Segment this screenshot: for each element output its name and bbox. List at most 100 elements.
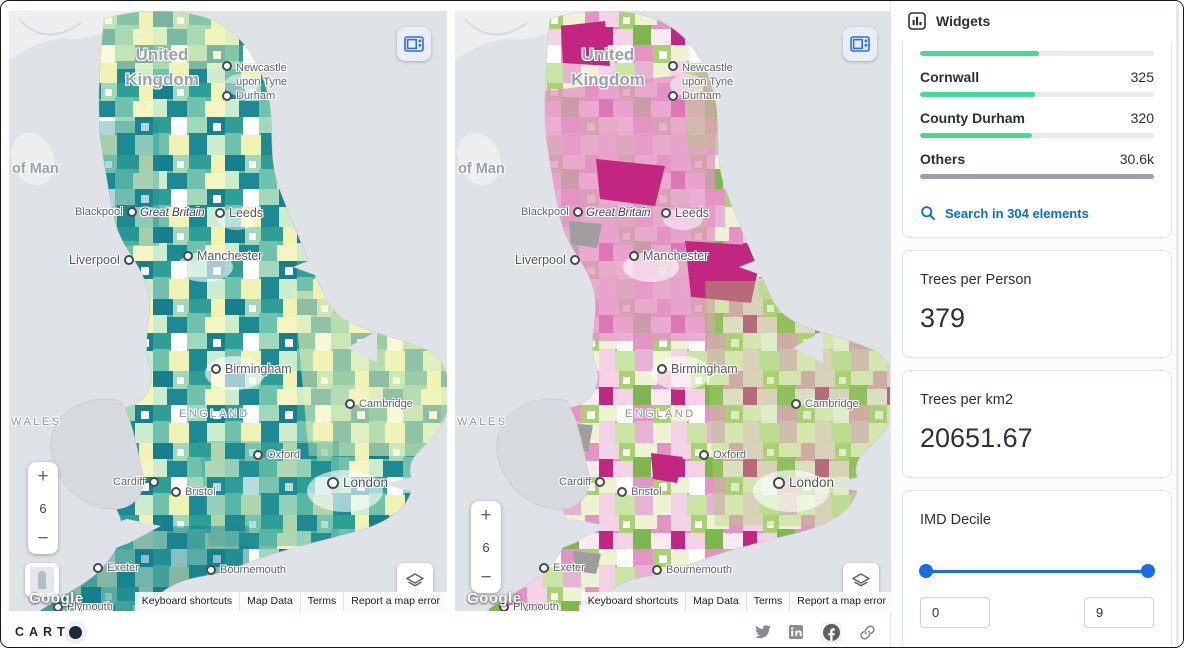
map-label-manchester: Manchester — [629, 249, 708, 263]
category-widget-card: Cornwall 325 County Durham 320 Others — [902, 41, 1172, 238]
map-label-blackpool: Blackpool — [521, 206, 583, 218]
city-marker — [222, 61, 232, 71]
range-widget-imd-decile: IMD Decile — [902, 490, 1172, 647]
layers-icon — [852, 573, 870, 587]
zoom-in-button[interactable]: + — [480, 505, 492, 526]
widget-title: IMD Decile — [920, 512, 991, 528]
keyboard-shortcuts-link[interactable]: Keyboard shortcuts — [134, 592, 240, 611]
zoom-in-button[interactable]: + — [37, 466, 49, 487]
search-icon — [921, 206, 936, 221]
range-slider[interactable] — [919, 564, 1155, 578]
linkedin-icon[interactable] — [788, 624, 804, 640]
map-label-leeds: Leeds — [215, 206, 263, 220]
zoom-control: + 6 − — [28, 462, 58, 554]
map-label-blackpool: Blackpool — [75, 206, 137, 218]
map-label-country: United Kingdom — [125, 45, 199, 89]
widget-value: 379 — [920, 303, 966, 333]
map-label-exeter: Exeter — [539, 562, 585, 574]
category-bar — [920, 174, 1154, 179]
map-label-birmingham: Birmingham — [211, 362, 292, 376]
category-value: 325 — [1130, 69, 1154, 85]
terms-link[interactable]: Terms — [746, 592, 790, 611]
map-label-plymouth: Plymouth — [499, 601, 559, 611]
category-item-county-durham[interactable]: County Durham 320 — [920, 110, 1154, 138]
zoom-out-button[interactable]: − — [480, 567, 492, 588]
share-link-icon[interactable] — [859, 624, 876, 641]
split-view-button[interactable] — [397, 27, 431, 61]
split-view-button[interactable] — [843, 27, 877, 61]
map-label-london: London — [773, 475, 834, 490]
category-label: Others — [920, 151, 966, 167]
google-logo[interactable]: Google — [467, 590, 522, 607]
map-label-oxford: Oxford — [699, 449, 746, 461]
choropleth-right — [455, 11, 893, 611]
category-bar-clipped — [920, 51, 1154, 56]
map-label-plymouth: Plymouth — [53, 601, 113, 611]
category-item-others[interactable]: Others 30.6k — [920, 151, 1154, 179]
widgets-header: Widgets — [891, 1, 1183, 41]
terms-link[interactable]: Terms — [300, 592, 344, 611]
map-label-great-britain: Great Britain — [140, 207, 205, 219]
map-label-birmingham: Birmingham — [657, 362, 738, 376]
slider-track[interactable] — [922, 570, 1152, 573]
map-label-cambridge: Cambridge — [345, 398, 413, 410]
report-map-error-link[interactable]: Report a map error — [790, 592, 893, 611]
search-in-elements-link[interactable]: Search in 304 elements — [920, 205, 1154, 221]
category-label: Cornwall — [920, 69, 980, 85]
zoom-level: 6 — [482, 539, 490, 555]
map-label-bristol: Bristol — [617, 486, 662, 498]
map-attribution: Keyboard shortcuts Map Data Terms Report… — [134, 592, 447, 611]
sidebar-scrollbar[interactable] — [1176, 3, 1179, 645]
map-label-liverpool: Liverpool — [515, 253, 580, 267]
map-label-great-britain: Great Britain — [586, 207, 651, 219]
category-bar — [920, 92, 1154, 97]
keyboard-shortcuts-link[interactable]: Keyboard shortcuts — [580, 592, 686, 611]
zoom-level: 6 — [39, 500, 47, 516]
range-min-input[interactable] — [920, 597, 990, 628]
map-label-leeds: Leeds — [661, 206, 709, 220]
google-logo[interactable]: Google — [29, 590, 84, 607]
widgets-icon — [908, 12, 926, 30]
twitter-icon[interactable] — [755, 625, 771, 639]
map-attribution: Keyboard shortcuts Map Data Terms Report… — [580, 592, 893, 611]
zoom-control: + 6 − — [471, 501, 501, 593]
category-value: 320 — [1130, 110, 1154, 126]
map-data-link[interactable]: Map Data — [686, 592, 746, 611]
category-item-cornwall[interactable]: Cornwall 325 — [920, 69, 1154, 97]
footer: CART — [1, 617, 890, 647]
map-label-durham: Durham — [668, 90, 721, 102]
carto-logo-dot — [68, 625, 82, 639]
map-label-of-man: of Man — [458, 161, 505, 177]
map-label-bristol: Bristol — [171, 486, 216, 498]
map-label-england: ENGLAND — [625, 408, 696, 420]
map-left[interactable]: United Kingdom of Man Newcastle upon Tyne … — [9, 11, 447, 611]
map-label-of-man: of Man — [12, 161, 59, 177]
slider-handle-max[interactable] — [1141, 564, 1155, 578]
street-view-pegman[interactable] — [25, 563, 59, 597]
carto-logo[interactable]: CART — [15, 625, 82, 639]
widget-title: Trees per km2 — [920, 392, 1013, 408]
category-bar — [920, 133, 1154, 138]
formula-widget-trees-per-person: Trees per Person 379 — [902, 250, 1172, 358]
split-view-icon — [404, 36, 424, 52]
pegman-icon — [30, 567, 54, 593]
zoom-out-button[interactable]: − — [37, 528, 49, 549]
map-label-exeter: Exeter — [93, 562, 139, 574]
map-label-newcastle: Newcastle upon Tyne — [222, 61, 287, 89]
formula-widget-trees-per-km2: Trees per km2 20651.67 — [902, 370, 1172, 478]
map-label-manchester: Manchester — [183, 249, 262, 263]
map-right[interactable]: United Kingdom of Man Newcastle upon Tyne … — [455, 11, 893, 611]
map-label-wales: WALES — [457, 416, 508, 428]
facebook-icon[interactable] — [821, 621, 842, 643]
map-data-link[interactable]: Map Data — [240, 592, 300, 611]
layers-icon — [406, 573, 424, 587]
category-value: 30.6k — [1119, 151, 1154, 167]
report-map-error-link[interactable]: Report a map error — [344, 592, 447, 611]
widgets-scroll-area[interactable]: Cornwall 325 County Durham 320 Others — [891, 41, 1183, 647]
slider-handle-min[interactable] — [919, 564, 933, 578]
map-label-london: London — [327, 475, 388, 490]
range-max-input[interactable] — [1084, 597, 1154, 628]
map-label-england: ENGLAND — [179, 408, 250, 420]
map-label-cambridge: Cambridge — [791, 398, 859, 410]
map-label-cardiff: Cardiff — [559, 476, 606, 488]
